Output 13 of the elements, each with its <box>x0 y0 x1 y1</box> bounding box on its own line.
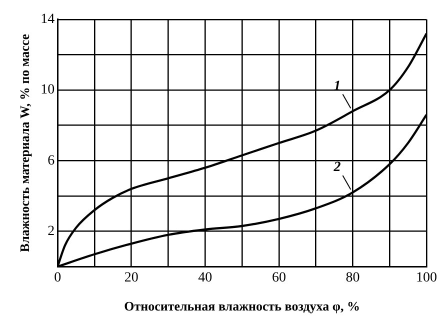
x-tick-label: 20 <box>124 270 138 286</box>
x-tick-label: 60 <box>272 270 286 286</box>
x-tick-label: 100 <box>416 270 437 286</box>
x-tick-label: 40 <box>198 270 212 286</box>
series-label: 2 <box>332 160 341 176</box>
x-tick-label: 80 <box>346 270 360 286</box>
y-axis-title: Влажность материала W, % по массе <box>17 34 32 252</box>
y-tick-label: 10 <box>40 82 55 98</box>
y-tick-label: 6 <box>48 153 55 168</box>
x-tick-label: 0 <box>54 270 62 286</box>
y-tick-label: 2 <box>48 224 55 239</box>
x-axis-title: Относительная влажность воздуха φ, % <box>124 298 360 314</box>
y-tick-label: 14 <box>40 12 55 28</box>
